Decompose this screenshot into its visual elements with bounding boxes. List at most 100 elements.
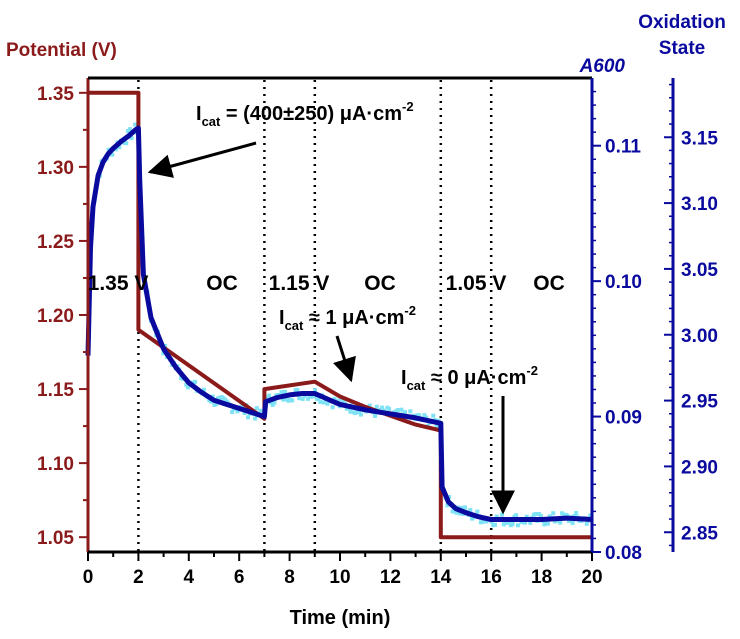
scatter-point xyxy=(447,494,452,499)
scatter-point xyxy=(214,401,219,406)
scatter-point xyxy=(290,398,295,403)
annotation-v105: 1.05 V xyxy=(446,272,507,295)
right-outer-tick-label: 2.85 xyxy=(681,523,718,544)
scatter-point xyxy=(545,521,550,526)
scatter-point xyxy=(387,406,392,411)
scatter-point xyxy=(403,410,408,415)
annotation-oc1: OC xyxy=(206,272,238,295)
right-outer-tick-label: 3.15 xyxy=(681,128,718,149)
scatter-point xyxy=(253,416,258,421)
scatter-point xyxy=(551,511,556,516)
scatter-point xyxy=(454,510,459,515)
right-inner-axis-title: A600 xyxy=(579,56,626,77)
scatter-point xyxy=(431,413,436,418)
scatter-point xyxy=(395,408,400,413)
scatter-point xyxy=(300,397,305,402)
scatter-point xyxy=(374,404,379,409)
scatter-point xyxy=(572,514,577,519)
scatter-point xyxy=(267,393,272,398)
icat1-arrow xyxy=(147,141,257,178)
scatter-point xyxy=(208,399,213,404)
x-tick-label: 6 xyxy=(234,567,245,588)
scatter-point xyxy=(417,413,422,418)
scatter-point xyxy=(186,385,191,390)
right-outer-tick-label: 2.95 xyxy=(681,392,718,413)
scatter-point xyxy=(399,407,404,412)
scatter-point xyxy=(450,509,455,514)
scatter-point xyxy=(348,409,353,414)
scatter-point xyxy=(302,394,307,399)
scatter-point xyxy=(258,408,263,413)
scatter-point xyxy=(515,523,520,528)
annotation-oc3: OC xyxy=(533,272,565,295)
scatter-point xyxy=(297,396,302,401)
scatter-point xyxy=(373,414,378,419)
scatter-point xyxy=(584,521,589,526)
scatter-point xyxy=(240,404,245,409)
scatter-point xyxy=(330,405,335,410)
scatter-point xyxy=(318,400,323,405)
scatter-point xyxy=(570,520,575,525)
scatter-point xyxy=(129,135,134,140)
scatter-point xyxy=(480,519,485,524)
scatter-point xyxy=(184,382,189,387)
scatter-point xyxy=(127,127,132,132)
scatter-point xyxy=(321,400,326,405)
scatter-point xyxy=(358,412,363,417)
scatter-point xyxy=(283,389,288,394)
scatter-point xyxy=(281,397,286,402)
x-axis-title: Time (min) xyxy=(290,607,391,629)
x-tick-label: 14 xyxy=(430,567,452,588)
series-lines xyxy=(85,90,593,540)
x-tick-label: 16 xyxy=(481,567,502,588)
x-tick-label: 12 xyxy=(380,567,401,588)
annotation-icat1: Icat = (400±250) μA·cm-2 xyxy=(196,99,414,129)
scatter-point xyxy=(316,397,321,402)
scatter-point xyxy=(510,522,515,527)
scatter-point xyxy=(305,396,310,401)
right-outer-tick-label: 3.00 xyxy=(681,326,718,347)
tick-marks: 0 2 4 6 8 10 12 14 16 18 20 1.05 1.10 1.15 1.20 1.25 1.3… xyxy=(37,84,718,588)
scatter-point xyxy=(311,394,316,399)
annotation-v135: 1.35 V xyxy=(88,272,149,295)
x-tick-label: 2 xyxy=(133,567,144,588)
left-tick-label: 1.25 xyxy=(37,232,74,253)
scatter-point xyxy=(254,406,259,411)
scatter-point xyxy=(380,405,385,410)
scatter-point xyxy=(124,141,129,146)
annotation-oc2: OC xyxy=(364,272,396,295)
scatter-point xyxy=(462,505,467,510)
scatter-point xyxy=(528,520,533,525)
scatter-point xyxy=(339,397,344,402)
right-outer-tick-label: 2.90 xyxy=(681,457,718,478)
icat2-arrow xyxy=(333,335,356,383)
annotation-icat2: Icat ≈ 1 μA·cm-2 xyxy=(279,303,416,333)
x-tick-label: 10 xyxy=(329,567,350,588)
scatter-point xyxy=(468,508,473,513)
scatter-point xyxy=(193,379,198,384)
right-inner-tick-label: 0.09 xyxy=(605,408,642,429)
scatter-point xyxy=(163,343,168,348)
left-axis-title: Potential (V) xyxy=(6,40,117,61)
a600-series-line xyxy=(85,125,593,522)
scatter-point xyxy=(500,512,505,517)
scatter-point xyxy=(230,409,235,414)
scatter-point xyxy=(422,413,427,418)
left-tick-label: 1.30 xyxy=(37,158,74,179)
left-tick-label: 1.05 xyxy=(37,528,74,549)
right-outer-tick-label: 3.10 xyxy=(681,194,718,215)
right-outer-axis-title: Oxidation State xyxy=(638,12,726,59)
scatter-point xyxy=(268,400,273,405)
right-inner-tick-label: 0.11 xyxy=(605,137,641,158)
scatter-point xyxy=(133,122,138,127)
scatter-point xyxy=(201,387,206,392)
left-tick-label: 1.35 xyxy=(37,84,74,105)
scatter-point xyxy=(505,520,510,525)
scatter-point xyxy=(313,388,318,393)
scatter-point xyxy=(270,402,275,407)
scatter-point xyxy=(567,518,572,523)
scatter-point xyxy=(117,145,122,150)
x-tick-label: 8 xyxy=(284,567,295,588)
x-tick-label: 20 xyxy=(581,567,602,588)
